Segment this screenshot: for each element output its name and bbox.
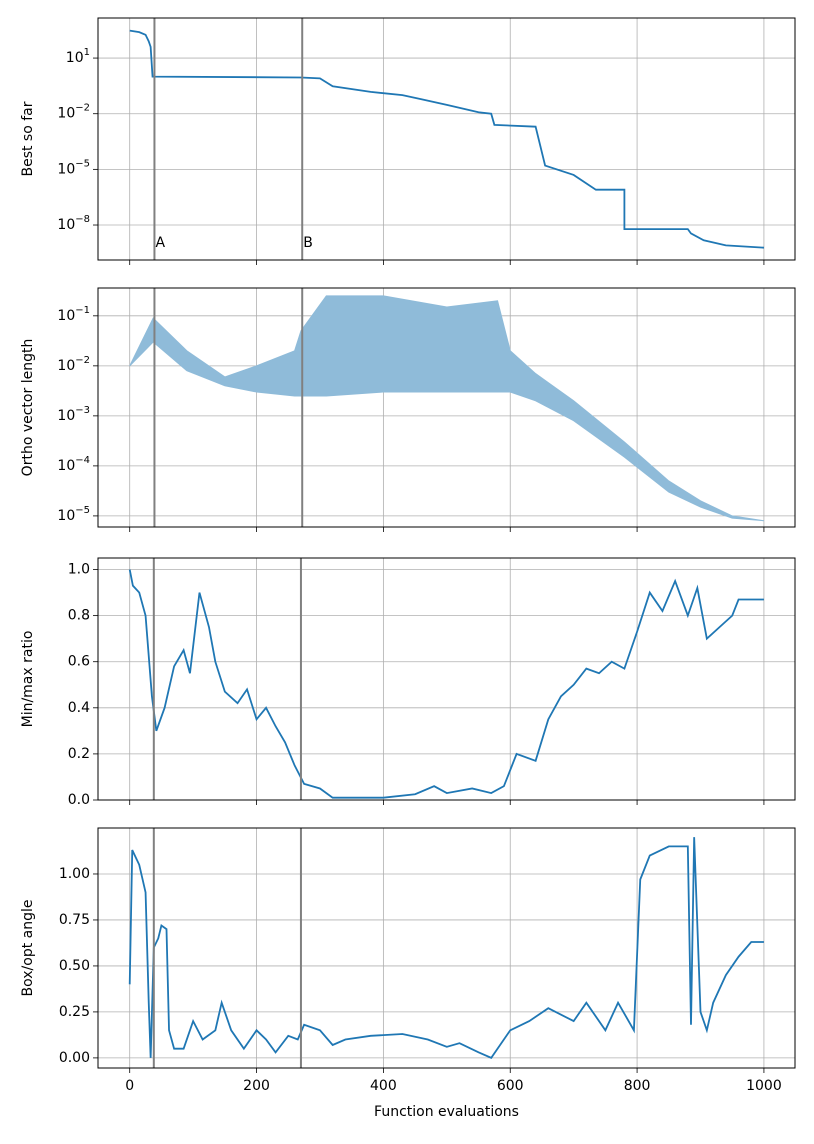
y-tick-label: 0.2 <box>68 746 90 762</box>
y-tick-label: 0.25 <box>59 1004 90 1020</box>
x-tick-label: 400 <box>370 1078 397 1094</box>
data-line <box>128 569 764 799</box>
y-tick-label: 10−1 <box>57 305 90 324</box>
y-axis-label: Best so far <box>20 101 36 176</box>
y-tick-label: 0.75 <box>59 912 90 928</box>
x-tick-label: 600 <box>497 1078 524 1094</box>
y-tick-label: 0.8 <box>68 608 90 624</box>
y-tick-label: 0.50 <box>59 958 90 974</box>
y-tick-label: 10−5 <box>57 158 90 177</box>
y-tick-label: 10−2 <box>57 103 90 122</box>
x-tick-label: 200 <box>243 1078 270 1094</box>
y-tick-label: 10−8 <box>57 214 90 233</box>
axes-frame <box>97 557 796 801</box>
x-tick-label: 0 <box>125 1078 134 1094</box>
y-tick-label: 0.4 <box>68 700 90 716</box>
y-tick-label: 10−4 <box>57 455 90 474</box>
y-tick-label: 0.6 <box>68 654 90 670</box>
data-line <box>128 837 764 1060</box>
x-tick-label: 800 <box>624 1078 651 1094</box>
x-axis-label: Function evaluations <box>374 1104 519 1120</box>
y-axis-label: Ortho vector length <box>20 339 36 477</box>
band-area <box>129 295 764 522</box>
data-line <box>129 29 764 249</box>
annotation: B <box>303 235 313 251</box>
y-tick-label: 1.0 <box>68 562 90 578</box>
y-tick-label: 10−3 <box>57 405 90 424</box>
y-tick-label: 10−2 <box>57 355 90 374</box>
y-tick-label: 10−5 <box>57 505 90 524</box>
annotation: A <box>155 235 165 251</box>
axes-frame <box>97 17 796 261</box>
y-tick-label: 0.00 <box>59 1050 90 1066</box>
y-tick-label: 1.00 <box>59 866 90 882</box>
axes-frame <box>97 287 796 528</box>
y-tick-label: 0.0 <box>68 792 90 808</box>
y-axis-label: Box/opt angle <box>20 900 36 997</box>
axes-frame <box>97 827 796 1069</box>
y-tick-label: 101 <box>66 47 90 66</box>
y-axis-label: Min/max ratio <box>20 631 36 728</box>
x-tick-label: 1000 <box>746 1078 782 1094</box>
